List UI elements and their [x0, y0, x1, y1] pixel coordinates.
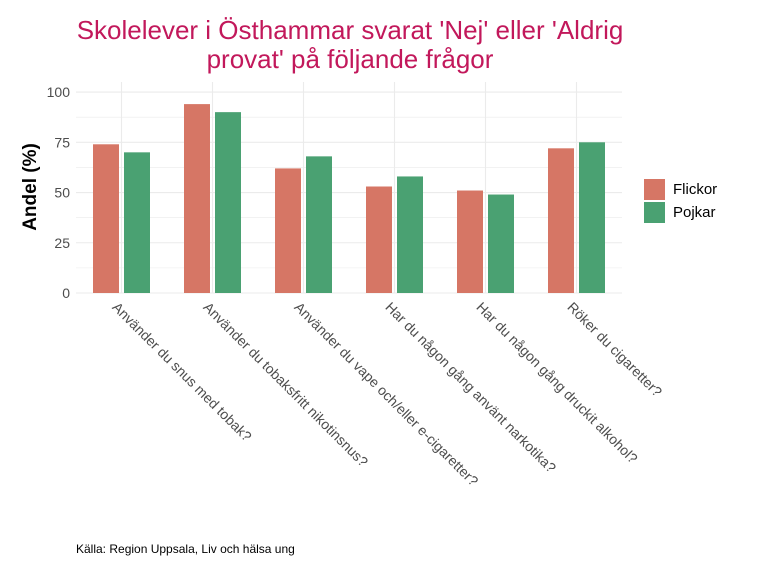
x-tick-label: Använder du tobaksfritt nikotinsnus? [200, 299, 371, 470]
bar-flickor [184, 104, 210, 293]
grid-layer [76, 82, 622, 294]
y-tick-label: 25 [54, 235, 70, 251]
x-tick-label: Har du någon gång använt narkotika? [382, 299, 559, 476]
bar-flickor [93, 144, 119, 293]
bar-pojkar [215, 112, 241, 294]
y-tick-label: 50 [54, 185, 70, 201]
bar-pojkar [579, 142, 605, 293]
bar-pojkar [397, 176, 423, 293]
bar-flickor [548, 148, 574, 293]
x-tick-label: Har du någon gång druckit alkohol? [473, 299, 641, 467]
x-ticks: Använder du snus med tobak?Använder du t… [109, 299, 665, 489]
legend: Flickor Pojkar [644, 179, 717, 223]
x-tick-label: Använder du vape och/eller e-cigaretter? [291, 299, 481, 489]
bar-flickor [366, 186, 392, 293]
chart-title-line-1: Skolelever i Östhammar svarat 'Nej' elle… [77, 15, 624, 45]
legend-swatch-flickor [644, 179, 665, 200]
legend-swatch-pojkar [644, 202, 665, 223]
bar-pojkar [488, 194, 514, 293]
legend-label-pojkar: Pojkar [673, 204, 716, 221]
legend-label-flickor: Flickor [673, 181, 717, 198]
y-tick-label: 100 [47, 84, 71, 100]
chart-caption: Källa: Region Uppsala, Liv och hälsa ung [76, 542, 295, 556]
y-tick-label: 0 [62, 285, 70, 301]
bar-pojkar [306, 156, 332, 293]
bar-flickor [275, 168, 301, 293]
x-tick-label: Röker du cigaretter? [564, 299, 665, 400]
y-axis-label: Andel (%) [20, 143, 41, 231]
bar-flickor [457, 190, 483, 293]
chart-title-line-2: provat' på följande frågor [207, 44, 494, 74]
bars-layer [93, 104, 605, 294]
y-ticks: 0 25 50 75 100 [47, 84, 71, 301]
y-tick-label: 75 [54, 134, 70, 150]
bar-pojkar [124, 152, 150, 293]
